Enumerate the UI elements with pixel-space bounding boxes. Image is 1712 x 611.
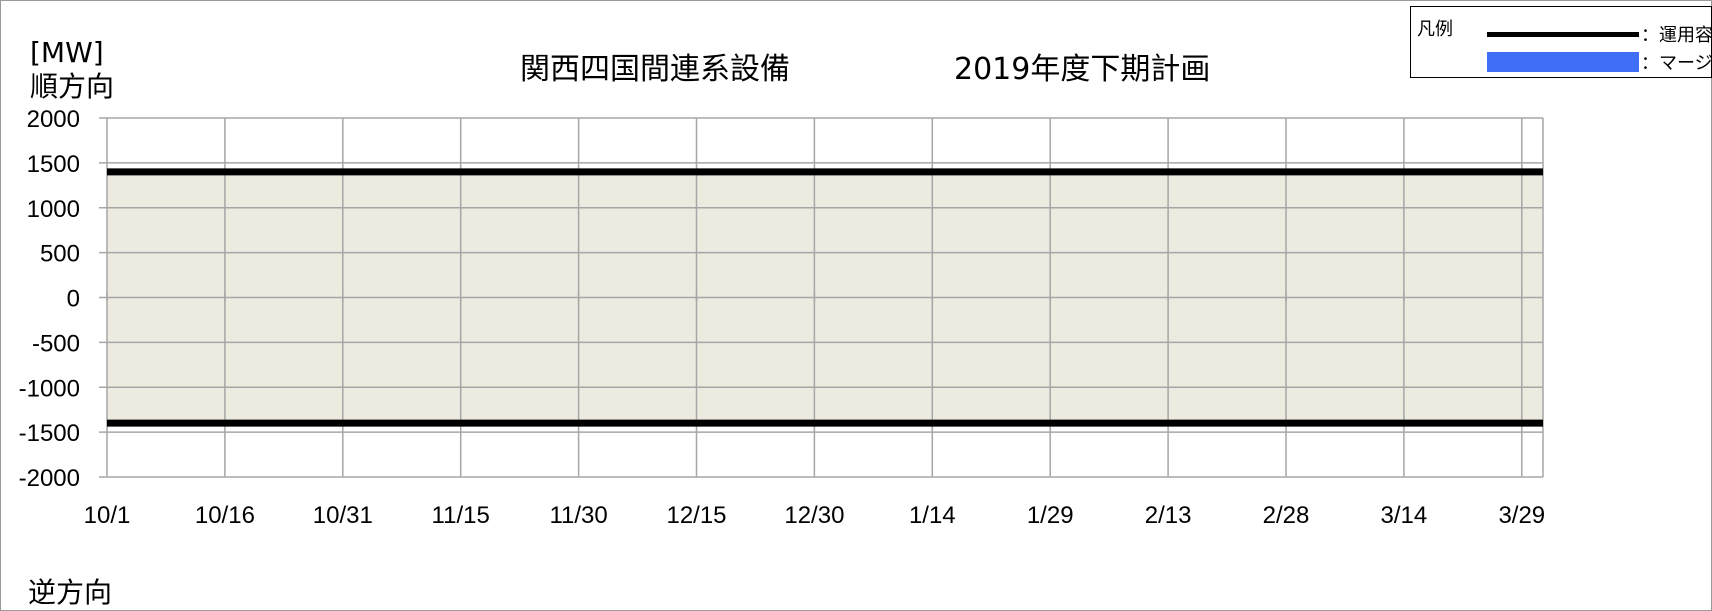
forward-direction-label: 順方向 <box>30 70 115 103</box>
x-tick-label: 10/31 <box>313 502 373 529</box>
x-tick-label: 10/16 <box>195 502 255 529</box>
x-tick-label: 3/29 <box>1498 502 1545 529</box>
y-tick-label: -500 <box>32 330 80 357</box>
reverse-direction-label: 逆方向 <box>28 576 113 609</box>
y-tick-label: -1000 <box>19 375 80 402</box>
chart-title-period: 2019年度下期計画 <box>954 52 1211 87</box>
legend-margin-label: ：マージン <box>1641 53 1712 74</box>
x-tick-label: 11/15 <box>432 502 490 529</box>
x-tick-label: 1/29 <box>1027 502 1074 529</box>
x-tick-label: 1/14 <box>909 502 956 529</box>
x-tick-label: 11/30 <box>549 502 607 529</box>
legend-capacity-label: ：運用容量 <box>1641 25 1712 46</box>
y-tick-label: 1500 <box>27 151 80 178</box>
y-tick-label: 1000 <box>27 196 80 223</box>
x-tick-label: 3/14 <box>1381 502 1428 529</box>
x-tick-label: 12/30 <box>784 502 844 529</box>
x-tick-label: 10/1 <box>84 502 131 529</box>
legend-capacity-swatch <box>1487 32 1639 37</box>
y-tick-label: -1500 <box>19 420 80 447</box>
y-axis-unit-label: [MW] <box>30 36 104 69</box>
y-tick-label: -2000 <box>19 465 80 492</box>
y-tick-label: 2000 <box>27 106 80 133</box>
x-tick-label: 12/15 <box>666 502 726 529</box>
legend-header: 凡例 <box>1417 19 1453 40</box>
y-tick-label: 0 <box>67 286 80 313</box>
x-tick-label: 2/13 <box>1145 502 1192 529</box>
y-tick-label: 500 <box>40 241 80 268</box>
x-tick-label: 2/28 <box>1263 502 1310 529</box>
legend-margin-swatch <box>1487 52 1639 72</box>
chart-title-facility: 関西四国間連系設備 <box>520 52 790 87</box>
chart-legend: 凡例 ：運用容量 ：マージン <box>1410 6 1712 78</box>
